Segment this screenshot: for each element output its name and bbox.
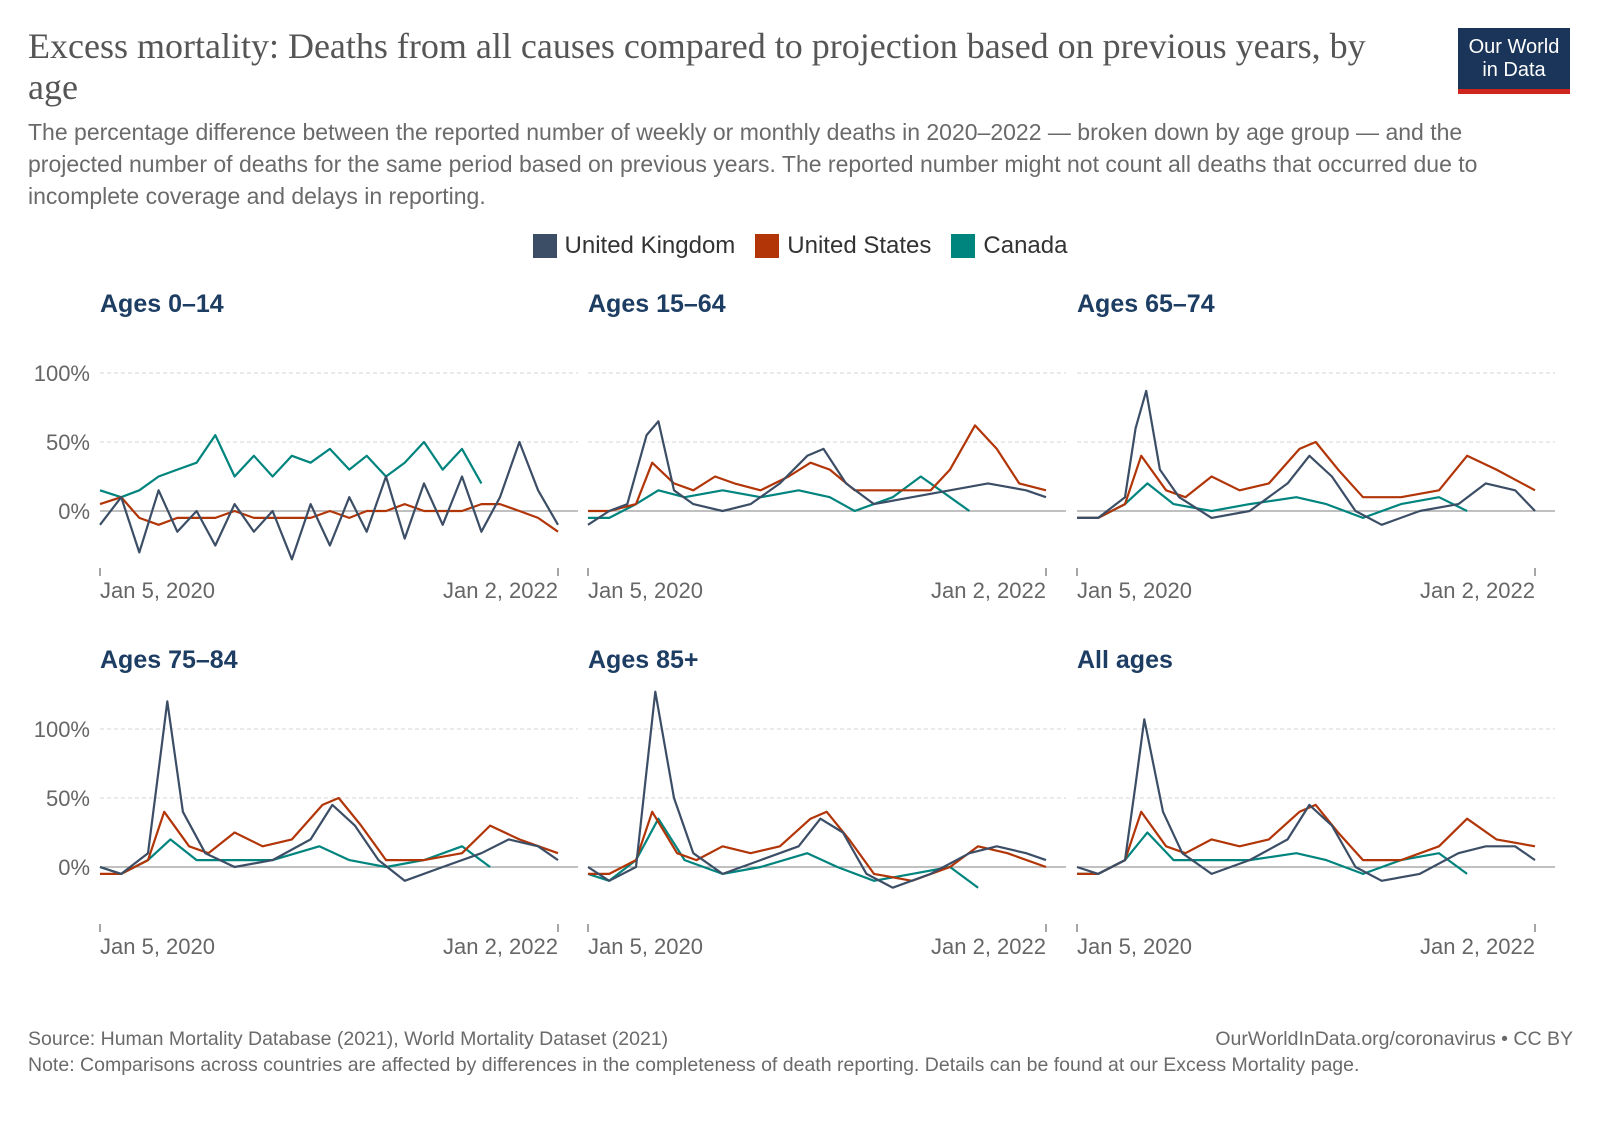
legend-label-us: United States (787, 232, 932, 259)
series-line-united-states (100, 796, 559, 876)
license-link[interactable]: OurWorldInData.org/coronavirus • CC BY (1215, 1028, 1573, 1050)
x-tick-label: Jan 5, 2020 (1077, 578, 1192, 603)
legend-swatch-uk (532, 234, 557, 258)
panel-5: Ages 85+ Jan 5, 2020 Jan 2, 2022 (587, 646, 1066, 959)
logo-line-1: Our World (1468, 36, 1560, 58)
series-line-united-states (588, 810, 1047, 882)
chart-title: Excess mortality: Deaths from all causes… (28, 26, 1366, 107)
legend-label-uk: United Kingdom (564, 232, 736, 259)
y-tick-label: 50% (46, 786, 90, 811)
panel-2: Ages 15–64 Jan 5, 2020 Jan 2, 2022 (587, 290, 1066, 603)
x-tick-label: Jan 5, 2020 (588, 578, 703, 603)
series-line-canada (99, 434, 483, 499)
series-line-canada (1077, 831, 1468, 876)
legend-label-canada: Canada (983, 232, 1068, 259)
panel-title: Ages 75–84 (100, 646, 238, 674)
source-text: Source: Human Mortality Database (2021),… (28, 1028, 669, 1050)
x-tick-label: Jan 2, 2022 (443, 578, 558, 603)
x-tick-label: Jan 2, 2022 (931, 578, 1046, 603)
y-tick-label: 0% (58, 855, 90, 880)
x-tick-label: Jan 2, 2022 (1420, 934, 1535, 959)
logo-line-2: in Data (1482, 59, 1546, 81)
panel-title: All ages (1077, 646, 1173, 674)
series-line-canada (588, 475, 971, 520)
series-line-united-kingdom (99, 700, 559, 882)
owid-logo[interactable]: Our World in Data (1458, 28, 1570, 94)
x-tick-label: Jan 2, 2022 (1420, 578, 1535, 603)
series-line-united-states (1077, 803, 1536, 876)
footer: Source: Human Mortality Database (2021),… (28, 1026, 1573, 1078)
panel-6: All ages Jan 5, 2020 Jan 2, 2022 (1076, 646, 1555, 959)
series-line-united-states (99, 496, 559, 533)
series-line-united-states (588, 424, 1047, 513)
panel-title: Ages 15–64 (588, 290, 726, 318)
note-text: Note: Comparisons across countries are a… (28, 1054, 1360, 1076)
panel-title: Ages 0–14 (100, 290, 224, 318)
x-tick-label: Jan 5, 2020 (100, 578, 215, 603)
legend: United Kingdom United States Canada (0, 232, 1600, 260)
x-tick-label: Jan 2, 2022 (931, 934, 1046, 959)
series-line-canada (99, 838, 491, 876)
series-line-united-states (1077, 440, 1536, 520)
series-line-united-kingdom (587, 690, 1047, 889)
y-tick-label: 100% (34, 361, 90, 386)
x-tick-label: Jan 5, 2020 (100, 934, 215, 959)
series-line-united-kingdom (99, 440, 559, 561)
panel-1: Ages 0–14 0% 50% 100% Jan 5, 2020 Jan 2, 2022 (34, 290, 578, 603)
x-tick-label: Jan 5, 2020 (1077, 934, 1192, 959)
y-tick-label: 0% (58, 499, 90, 524)
legend-item-us[interactable]: United States (755, 232, 931, 260)
series-line-canada (1077, 482, 1468, 520)
panel-4: Ages 75–84 0% 50% 100% Jan 5, 2020 Jan 2, 202… (34, 646, 578, 959)
y-tick-label: 100% (34, 717, 90, 742)
series-line-united-kingdom (587, 420, 1047, 526)
x-tick-label: Jan 2, 2022 (443, 934, 558, 959)
series-line-united-kingdom (1077, 389, 1536, 526)
legend-item-uk[interactable]: United Kingdom (532, 232, 736, 260)
panel-3: Ages 65–74 Jan 5, 2020 Jan 2, 2022 (1076, 290, 1555, 603)
panel-title: Ages 65–74 (1077, 290, 1215, 318)
panel-title: Ages 85+ (588, 646, 699, 674)
legend-swatch-us (755, 234, 780, 258)
legend-swatch-canada (951, 234, 976, 258)
x-tick-label: Jan 5, 2020 (588, 934, 703, 959)
legend-item-canada[interactable]: Canada (951, 232, 1067, 260)
y-tick-label: 50% (46, 430, 90, 455)
chart-subtitle: The percentage difference between the re… (28, 119, 1478, 209)
series-line-united-kingdom (1076, 718, 1536, 882)
